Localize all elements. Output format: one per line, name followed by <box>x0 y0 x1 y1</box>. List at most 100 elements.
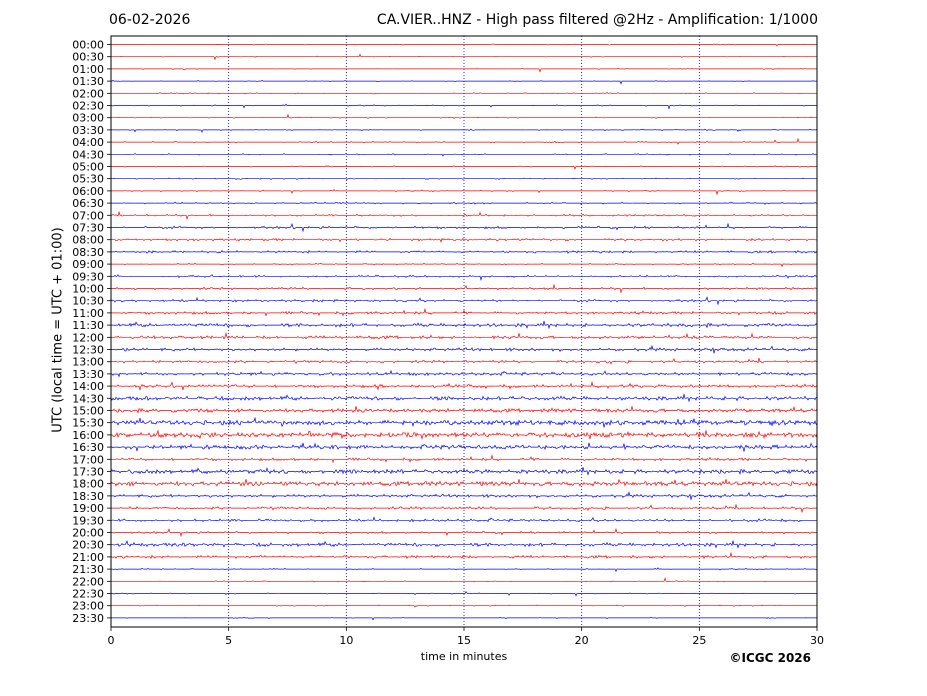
y-tick-label: 13:00 <box>72 356 104 369</box>
trace-line <box>111 92 817 95</box>
y-tick-label: 12:30 <box>72 344 104 357</box>
y-tick-label: 01:00 <box>72 63 104 76</box>
x-tick-label: 20 <box>575 634 589 647</box>
y-tick-label: 07:30 <box>72 222 104 235</box>
trace-line <box>111 201 817 205</box>
trace-line <box>110 442 818 452</box>
x-tick-label: 15 <box>457 634 471 647</box>
y-tick-label: 04:30 <box>72 148 104 161</box>
y-tick-label: 15:00 <box>72 405 104 418</box>
y-tick-label: 01:30 <box>72 75 104 88</box>
trace-line <box>111 307 818 317</box>
trace-line <box>111 540 818 549</box>
y-tick-label: 14:00 <box>72 380 104 393</box>
trace-line <box>111 504 817 514</box>
trace-line <box>110 394 818 403</box>
x-tick-label: 30 <box>810 634 824 647</box>
trace-line <box>111 177 817 180</box>
y-tick-label: 19:30 <box>72 514 104 527</box>
x-tick-label: 10 <box>339 634 353 647</box>
y-tick-label: 20:30 <box>72 539 104 552</box>
x-tick-label: 0 <box>108 634 115 647</box>
trace-line <box>111 331 817 340</box>
y-tick-label: 21:30 <box>72 563 104 576</box>
trace-line <box>111 429 818 441</box>
y-tick-label: 08:30 <box>72 246 104 259</box>
y-tick-label: 20:00 <box>72 527 104 540</box>
trace-line <box>111 616 817 621</box>
trace-line <box>111 43 817 47</box>
y-tick-label: 16:00 <box>72 429 104 442</box>
trace-line <box>111 380 817 391</box>
trace-line <box>111 188 817 196</box>
y-tick-label: 17:30 <box>72 466 104 479</box>
trace-line <box>111 527 817 538</box>
y-tick-label: 19:00 <box>72 502 104 515</box>
y-tick-label: 11:00 <box>72 307 104 320</box>
trace-line <box>111 103 817 110</box>
y-tick-label: 03:00 <box>72 112 104 125</box>
trace-line <box>110 369 818 378</box>
y-tick-label: 04:00 <box>72 136 104 149</box>
y-tick-label: 02:30 <box>72 100 104 113</box>
trace-line <box>111 357 818 365</box>
trace-line <box>111 137 817 145</box>
y-tick-label: 00:00 <box>72 39 104 52</box>
trace-line <box>111 516 817 523</box>
trace-line <box>111 416 818 428</box>
trace-line <box>111 604 817 608</box>
trace-line <box>111 237 818 243</box>
trace-line <box>111 210 817 221</box>
y-tick-label: 22:00 <box>72 575 104 588</box>
trace-line <box>110 296 817 306</box>
y-tick-label: 02:00 <box>72 87 104 100</box>
date-label: 06-02-2026 <box>109 12 191 28</box>
y-tick-label: 11:30 <box>72 319 104 332</box>
trace-line <box>111 67 817 73</box>
trace-line <box>110 405 818 414</box>
trace-line <box>110 478 818 487</box>
y-tick-label: 23:00 <box>72 600 104 613</box>
trace-line <box>111 153 817 157</box>
trace-line <box>111 491 818 500</box>
y-tick-label: 12:00 <box>72 331 104 344</box>
y-tick-label: 18:00 <box>72 478 104 491</box>
trace-line <box>111 454 818 464</box>
y-tick-label: 15:30 <box>72 417 104 430</box>
x-tick-label: 5 <box>225 634 232 647</box>
y-tick-label: 09:30 <box>72 270 104 283</box>
y-tick-label: 07:00 <box>72 209 104 222</box>
trace-line <box>111 53 817 61</box>
trace-line <box>111 128 818 133</box>
y-tick-label: 06:30 <box>72 197 104 210</box>
y-tick-label: 21:00 <box>72 551 104 564</box>
y-tick-label: 05:00 <box>72 161 104 174</box>
trace-line <box>111 590 817 597</box>
y-tick-label: 03:30 <box>72 124 104 137</box>
y-tick-label: 00:30 <box>72 51 104 64</box>
x-tick-label: 25 <box>692 634 706 647</box>
trace-line <box>111 283 817 294</box>
trace-line <box>111 249 818 254</box>
y-tick-label: 16:30 <box>72 441 104 454</box>
y-tick-label: 14:30 <box>72 392 104 405</box>
trace-line <box>110 467 817 476</box>
chart-title: CA.VIER..HNZ - High pass filtered @2Hz -… <box>376 12 818 28</box>
y-tick-label: 17:00 <box>72 453 104 466</box>
x-axis-label: time in minutes <box>420 650 508 663</box>
y-tick-label: 08:00 <box>72 234 104 247</box>
trace-line <box>111 113 817 119</box>
y-tick-label: 10:30 <box>72 295 104 308</box>
y-tick-label: 09:00 <box>72 258 104 271</box>
trace-line <box>110 567 818 573</box>
plot-frame <box>110 35 818 628</box>
y-tick-label: 22:30 <box>72 588 104 601</box>
trace-line <box>111 262 817 268</box>
copyright-label: ©ICGC 2026 <box>729 651 811 665</box>
y-tick-label: 23:30 <box>72 612 104 625</box>
y-tick-label: 05:30 <box>72 173 104 186</box>
y-tick-label: 06:00 <box>72 185 104 198</box>
trace-line <box>111 274 818 281</box>
trace-line <box>111 222 817 233</box>
